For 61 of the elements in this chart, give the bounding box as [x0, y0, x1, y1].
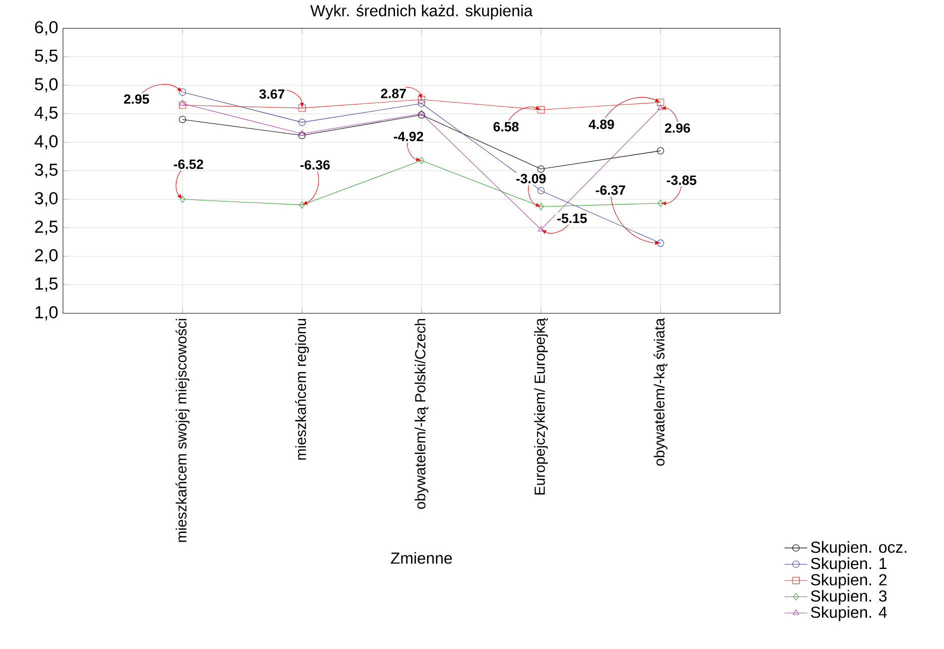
y-tick-label: 5,5: [34, 50, 58, 64]
annotation: 3.67: [259, 89, 284, 99]
x-axis-title: Zmienne: [390, 552, 452, 564]
chart-title: Wykr. średnich każd. skupienia: [310, 4, 533, 20]
annotation: 2.96: [664, 123, 690, 133]
x-tick-label: obywatelem/-ką Polski/Czech: [414, 318, 428, 509]
legend-label: Skupien. ocz.: [810, 541, 906, 556]
y-tick-label: 5,0: [34, 78, 58, 92]
point: [180, 196, 186, 203]
y-tick-label: 4,0: [34, 134, 58, 150]
point: [418, 100, 426, 107]
point: [299, 201, 305, 208]
y-tick-label: 3,5: [34, 163, 58, 178]
legend-label: Skupien. 4: [810, 606, 887, 621]
point: [537, 165, 545, 173]
legend-label: Skupien. 2: [810, 574, 886, 588]
point: [178, 101, 186, 109]
x-tick-label: Europejczykiem/ Europejką: [534, 318, 548, 494]
annotation: -6.37: [596, 185, 626, 195]
point: [298, 130, 306, 136]
point: [537, 186, 545, 194]
point: [418, 110, 425, 116]
annotation: 2.95: [124, 94, 150, 104]
y-tick-label: 1,5: [36, 278, 58, 292]
y-tick-label: 2,0: [35, 248, 58, 264]
annotation: -6.52: [174, 159, 204, 169]
x-tick-label: mieszkańcem regionu: [295, 318, 309, 460]
point: [538, 226, 544, 232]
point: [178, 116, 186, 123]
point: [658, 200, 664, 207]
y-tick-label: 2,5: [35, 220, 58, 235]
point: [656, 98, 664, 106]
point: [298, 104, 306, 112]
point: [657, 104, 664, 110]
point: [656, 147, 664, 154]
annotation: -6.36: [300, 160, 330, 170]
x-tick-label: obywatelem/-ką świata: [654, 318, 668, 466]
point: [178, 88, 186, 96]
y-tick-label: 6,0: [35, 20, 58, 36]
annotation: 4.89: [588, 120, 614, 129]
point: [298, 132, 306, 139]
y-tick-label: 1,0: [36, 306, 58, 320]
annotation: 6.58: [494, 122, 519, 132]
point: [418, 96, 426, 103]
annotation: 2.87: [380, 88, 406, 98]
annotation: -3.85: [666, 175, 696, 185]
legend-label: Skupien. 1: [810, 557, 887, 572]
point: [298, 118, 306, 126]
point: [418, 111, 426, 118]
point: [538, 202, 544, 210]
annotation: -4.92: [394, 132, 424, 142]
point: [537, 106, 545, 114]
point: [418, 156, 424, 164]
annotation: -3.09: [516, 174, 546, 184]
annotation: -5.15: [557, 214, 587, 223]
y-tick-label: 3,0: [34, 192, 58, 206]
point: [179, 100, 186, 106]
legend-label: Skupien. 3: [810, 590, 887, 605]
point: [656, 239, 664, 247]
x-tick-label: mieszkańcem swojej miejscowości: [176, 318, 190, 542]
y-tick-label: 4,5: [34, 106, 58, 121]
